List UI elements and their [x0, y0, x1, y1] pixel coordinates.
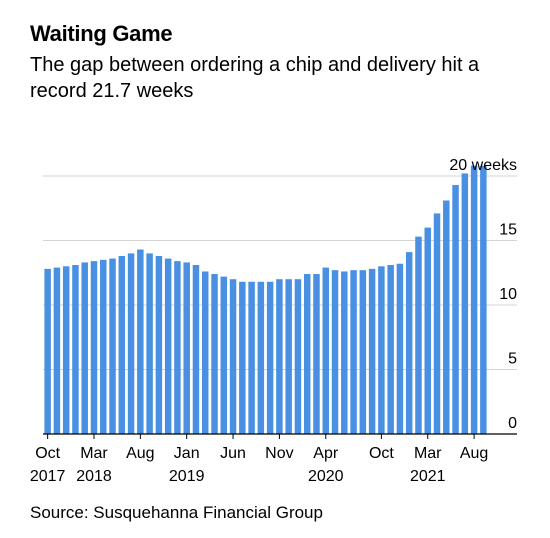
bar-22 — [248, 281, 255, 434]
bar-2 — [62, 266, 70, 434]
x-tick-label-46: Aug — [460, 445, 488, 462]
x-tick-label-0: Oct — [35, 445, 60, 462]
y-tick-label-0: 0 — [508, 415, 517, 432]
bar-0 — [44, 268, 51, 434]
x-tick-label-15: Jan — [174, 445, 200, 462]
bar-1 — [53, 267, 61, 434]
bar-18 — [211, 274, 218, 434]
bar-31 — [331, 270, 339, 434]
bar-47 — [480, 165, 487, 434]
x-tick-label-10: Aug — [126, 445, 154, 462]
bar-45 — [461, 173, 469, 435]
x-tick-label-25: Nov — [265, 445, 293, 462]
x-tick-year-30: 2020 — [308, 468, 344, 485]
tick-labels: 0 5 10 15 20 weeks Oct 2017 Mar 2018 Aug Jan 2019 Ju… — [30, 157, 517, 485]
bar-10 — [137, 249, 144, 434]
bar-44 — [452, 185, 459, 434]
bar-12 — [155, 255, 163, 434]
chart-title: Waiting Game — [30, 21, 173, 46]
bar-7 — [109, 258, 116, 434]
bar-40 — [415, 236, 422, 434]
bar-26 — [285, 279, 292, 434]
bar-23 — [257, 281, 265, 434]
chart-source: Source: Susquehanna Financial Group — [30, 503, 323, 522]
bar-28 — [303, 274, 311, 434]
bar-37 — [387, 265, 394, 434]
bar-29 — [313, 274, 320, 434]
bar-30 — [322, 267, 330, 434]
x-tick-year-15: 2019 — [169, 468, 205, 485]
bar-38 — [396, 263, 404, 434]
bar-19 — [220, 276, 228, 434]
bar-41 — [424, 227, 431, 434]
bar-42 — [433, 213, 441, 434]
bar-34 — [359, 270, 367, 434]
bar-17 — [201, 271, 209, 434]
x-tick-label-30: Apr — [313, 445, 339, 462]
bar-36 — [378, 266, 385, 434]
bar-13 — [164, 258, 172, 434]
bars — [44, 165, 487, 435]
bar-43 — [443, 200, 450, 434]
bar-4 — [81, 262, 88, 434]
x-tick-year-0: 2017 — [30, 468, 66, 485]
bar-20 — [229, 279, 237, 434]
bar-46 — [470, 165, 478, 434]
bar-8 — [118, 255, 126, 434]
bar-33 — [350, 270, 357, 434]
x-tick-label-36: Oct — [369, 445, 394, 462]
x-tick-year-5: 2018 — [76, 468, 112, 485]
axes — [43, 433, 517, 439]
bar-27 — [294, 279, 302, 434]
x-tick-year-41: 2021 — [410, 468, 446, 485]
bar-9 — [127, 253, 135, 434]
bar-24 — [266, 281, 274, 434]
y-tick-label-20: 20 weeks — [449, 157, 517, 174]
bar-5 — [90, 261, 98, 434]
bar-25 — [276, 279, 283, 434]
chart-subtitle: The gap between ordering a chip and deli… — [30, 54, 480, 102]
bar-6 — [100, 259, 107, 434]
y-tick-label-15: 15 — [499, 222, 517, 239]
x-tick-label-5: Mar — [80, 445, 108, 462]
bar-14 — [174, 261, 181, 434]
bar-39 — [405, 252, 413, 434]
bar-3 — [72, 265, 79, 434]
bar-15 — [183, 262, 190, 434]
y-tick-label-10: 10 — [499, 286, 517, 303]
x-tick-label-20: Jun — [220, 445, 246, 462]
bar-11 — [146, 253, 153, 434]
bar-32 — [341, 271, 348, 434]
y-tick-label-5: 5 — [508, 351, 517, 368]
bar-16 — [192, 265, 200, 434]
x-tick-label-41: Mar — [414, 445, 442, 462]
bar-35 — [368, 268, 376, 434]
bar-21 — [239, 281, 246, 434]
